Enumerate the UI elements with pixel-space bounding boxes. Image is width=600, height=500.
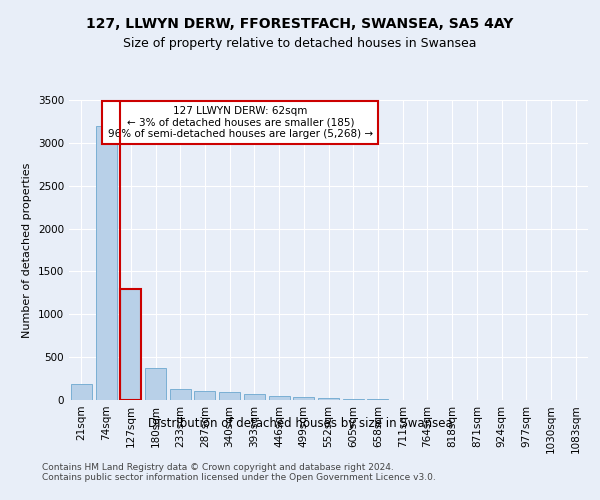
Bar (194, 390, 215, 400)
Bar (95, 126, 116, 400)
Bar (244, 394, 265, 400)
Bar (145, 368, 166, 400)
Text: Size of property relative to detached houses in Swansea: Size of property relative to detached ho… (123, 38, 477, 51)
Bar (120, 290, 141, 400)
Bar (318, 398, 339, 400)
Bar (219, 392, 240, 400)
Text: Distribution of detached houses by size in Swansea: Distribution of detached houses by size … (148, 418, 452, 430)
Text: 127 LLWYN DERW: 62sqm
← 3% of detached houses are smaller (185)
96% of semi-deta: 127 LLWYN DERW: 62sqm ← 3% of detached h… (108, 106, 373, 139)
Bar (269, 396, 290, 400)
Bar (293, 396, 314, 400)
Bar (343, 399, 364, 400)
Y-axis label: Number of detached properties: Number of detached properties (22, 162, 32, 338)
Bar (170, 389, 191, 400)
Text: Contains HM Land Registry data © Crown copyright and database right 2024.
Contai: Contains HM Land Registry data © Crown c… (42, 462, 436, 482)
Bar (71, 384, 92, 400)
Text: 127, LLWYN DERW, FFORESTFACH, SWANSEA, SA5 4AY: 127, LLWYN DERW, FFORESTFACH, SWANSEA, S… (86, 18, 514, 32)
